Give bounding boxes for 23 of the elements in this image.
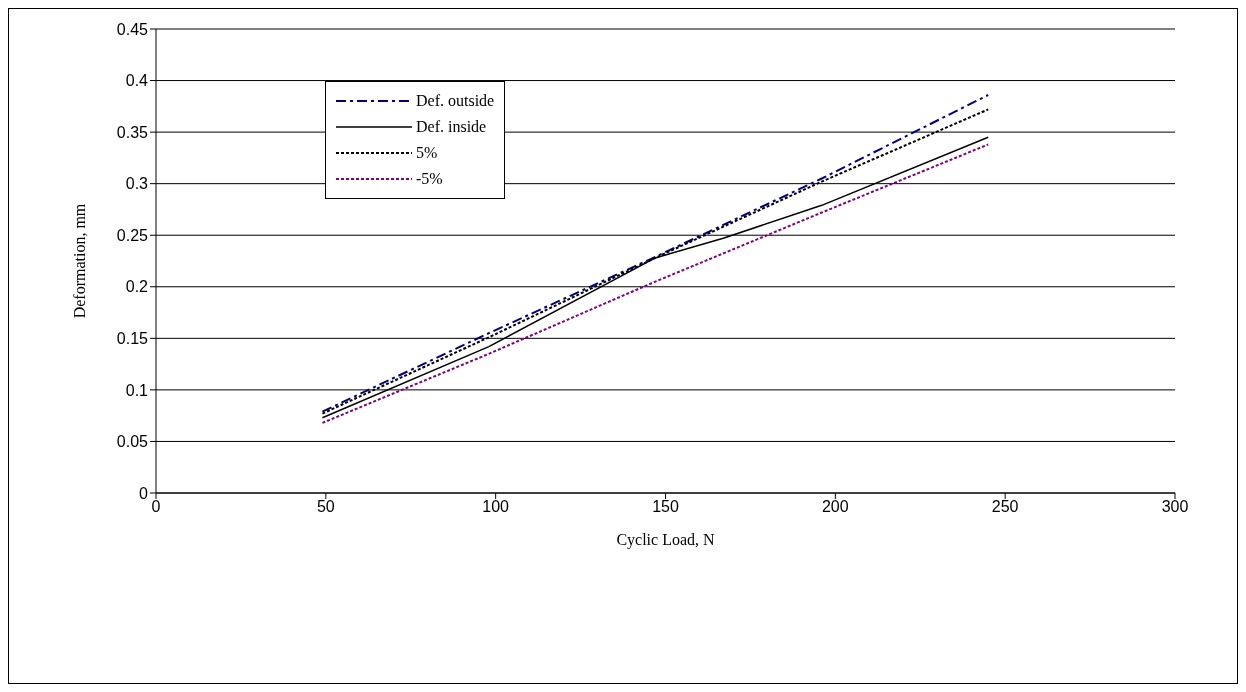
x-tick-label: 300	[1161, 498, 1189, 516]
y-tick-label: 0.05	[116, 433, 149, 451]
y-tick-label: 0.1	[125, 381, 149, 399]
y-tick-label: 0.15	[116, 330, 149, 348]
y-tick-label: 0.45	[116, 20, 149, 38]
y-tick-label: 0.2	[125, 278, 149, 296]
x-tick-label: 250	[991, 498, 1019, 516]
x-tick-label: 200	[821, 498, 849, 516]
y-axis-title: Deformation, mm	[70, 203, 88, 319]
y-tick-label: 0.4	[125, 72, 149, 90]
x-axis-title: Cyclic Load, N	[616, 531, 716, 549]
y-tick-label: 0.3	[125, 175, 149, 193]
x-tick-label: 50	[316, 498, 335, 516]
x-tick-label: 0	[151, 498, 161, 516]
legend-label: 5%	[416, 144, 438, 162]
y-tick-label: 0.25	[116, 226, 149, 244]
legend-label: Def. outside	[416, 92, 495, 110]
x-tick-label: 100	[482, 498, 510, 516]
y-tick-label: 0.35	[116, 123, 149, 141]
legend-label: Def. inside	[416, 118, 487, 136]
y-tick-label: 0	[139, 484, 149, 502]
x-tick-label: 150	[652, 498, 679, 516]
legend-label: -5%	[416, 170, 443, 188]
